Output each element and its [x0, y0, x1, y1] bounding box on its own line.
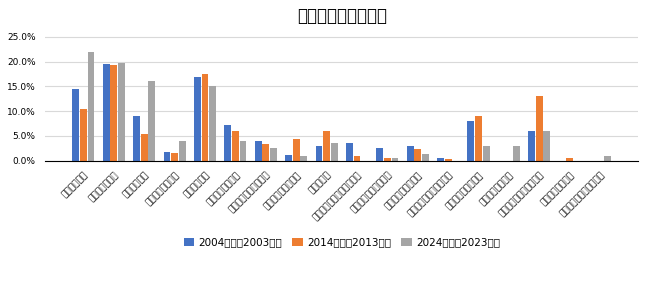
Bar — [270, 148, 277, 161]
Bar — [323, 131, 330, 161]
Bar — [384, 158, 391, 161]
Bar — [528, 131, 535, 161]
Legend: 2004年卒（2003年）, 2014年卒（2013年）, 2024年卒（2023年）: 2004年卒（2003年）, 2014年卒（2013年）, 2024年卒（202… — [179, 234, 504, 252]
Bar — [315, 146, 322, 161]
Bar — [331, 143, 337, 161]
Bar — [194, 77, 201, 161]
Bar — [604, 156, 611, 161]
Bar — [285, 155, 292, 161]
Bar — [536, 96, 542, 161]
Bar — [301, 156, 307, 161]
Bar — [209, 86, 216, 161]
Bar — [513, 146, 520, 161]
Bar — [179, 141, 186, 161]
Bar — [376, 148, 383, 161]
Bar — [118, 63, 124, 161]
Bar — [544, 131, 550, 161]
Bar — [482, 146, 490, 161]
Bar — [171, 153, 178, 161]
Bar — [263, 144, 269, 161]
Bar — [103, 64, 110, 161]
Bar — [392, 158, 399, 161]
Bar — [353, 156, 361, 161]
Bar — [148, 81, 155, 161]
Bar — [224, 124, 231, 161]
Bar — [239, 141, 246, 161]
Bar — [566, 158, 573, 161]
Bar — [444, 159, 452, 161]
Bar — [407, 146, 413, 161]
Bar — [88, 52, 94, 161]
Bar — [164, 152, 170, 161]
Bar — [255, 141, 262, 161]
Title: ソニー理系選社理由: ソニー理系選社理由 — [297, 7, 387, 25]
Bar — [475, 116, 482, 161]
Bar — [201, 74, 208, 161]
Bar — [293, 139, 299, 161]
Bar — [110, 65, 117, 161]
Bar — [133, 116, 140, 161]
Bar — [437, 158, 444, 161]
Bar — [80, 109, 87, 161]
Bar — [232, 131, 239, 161]
Bar — [72, 89, 79, 161]
Bar — [141, 134, 148, 161]
Bar — [414, 149, 421, 161]
Bar — [346, 143, 353, 161]
Bar — [422, 154, 429, 161]
Bar — [468, 121, 474, 161]
